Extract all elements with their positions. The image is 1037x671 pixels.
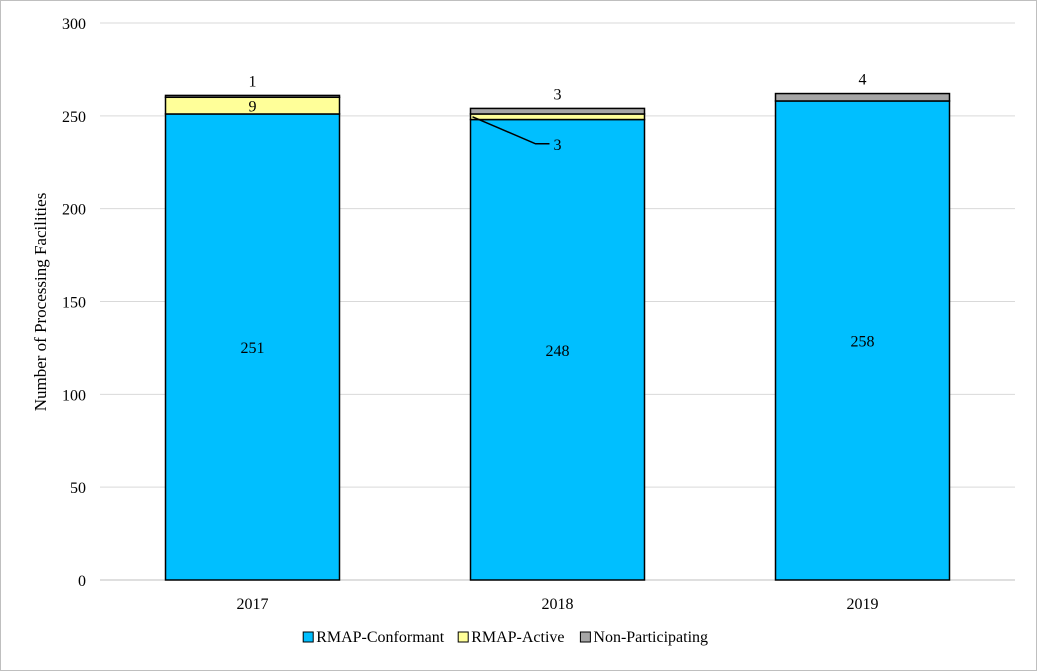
data-label: 9	[249, 99, 257, 116]
data-label: 4	[859, 72, 867, 89]
data-label: 251	[241, 340, 265, 357]
bars	[164, 92, 951, 581]
data-label: 248	[546, 343, 570, 360]
legend-label: RMAP-Active	[471, 629, 564, 646]
data-label: 3	[554, 86, 562, 103]
y-axis-title: Number of Processing Facilities	[31, 193, 50, 412]
bar-rmap-conformant-2018	[469, 118, 646, 581]
bar-rmap-active-2018	[469, 113, 646, 121]
y-tick-label: 0	[78, 573, 86, 590]
legend-swatch	[302, 631, 314, 643]
data-labels: 251 9 1 248 3 3 258 4	[241, 72, 875, 360]
x-tick-label: 2018	[542, 596, 574, 613]
x-axis-ticks: 2017 2018 2019	[237, 596, 879, 613]
legend-swatch	[579, 631, 591, 643]
legend-label: Non-Participating	[593, 629, 708, 646]
x-tick-label: 2019	[847, 596, 879, 613]
y-axis-ticks: 0 50 100 150 200 250 300	[62, 16, 86, 590]
y-tick-label: 50	[70, 480, 86, 497]
y-tick-label: 100	[62, 387, 86, 404]
y-tick-label: 200	[62, 202, 86, 219]
data-label: 1	[249, 73, 257, 90]
x-tick-label: 2017	[237, 596, 269, 613]
legend: RMAP-Conformant RMAP-Active Non-Participat…	[302, 629, 708, 646]
leader-line	[472, 116, 550, 145]
bar-non-participating-2017	[164, 94, 341, 99]
y-tick-label: 250	[62, 109, 86, 126]
y-tick-label: 300	[62, 16, 86, 33]
data-label: 258	[851, 333, 875, 350]
bar-non-participating-2018	[469, 107, 646, 115]
legend-label: RMAP-Conformant	[316, 629, 445, 646]
bar-rmap-conformant-2017	[164, 113, 341, 581]
bar-non-participating-2019	[774, 92, 951, 102]
legend-swatch	[457, 631, 469, 643]
y-tick-label: 150	[62, 295, 86, 312]
data-label: 3	[554, 137, 562, 154]
bar-rmap-conformant-2019	[774, 100, 951, 581]
